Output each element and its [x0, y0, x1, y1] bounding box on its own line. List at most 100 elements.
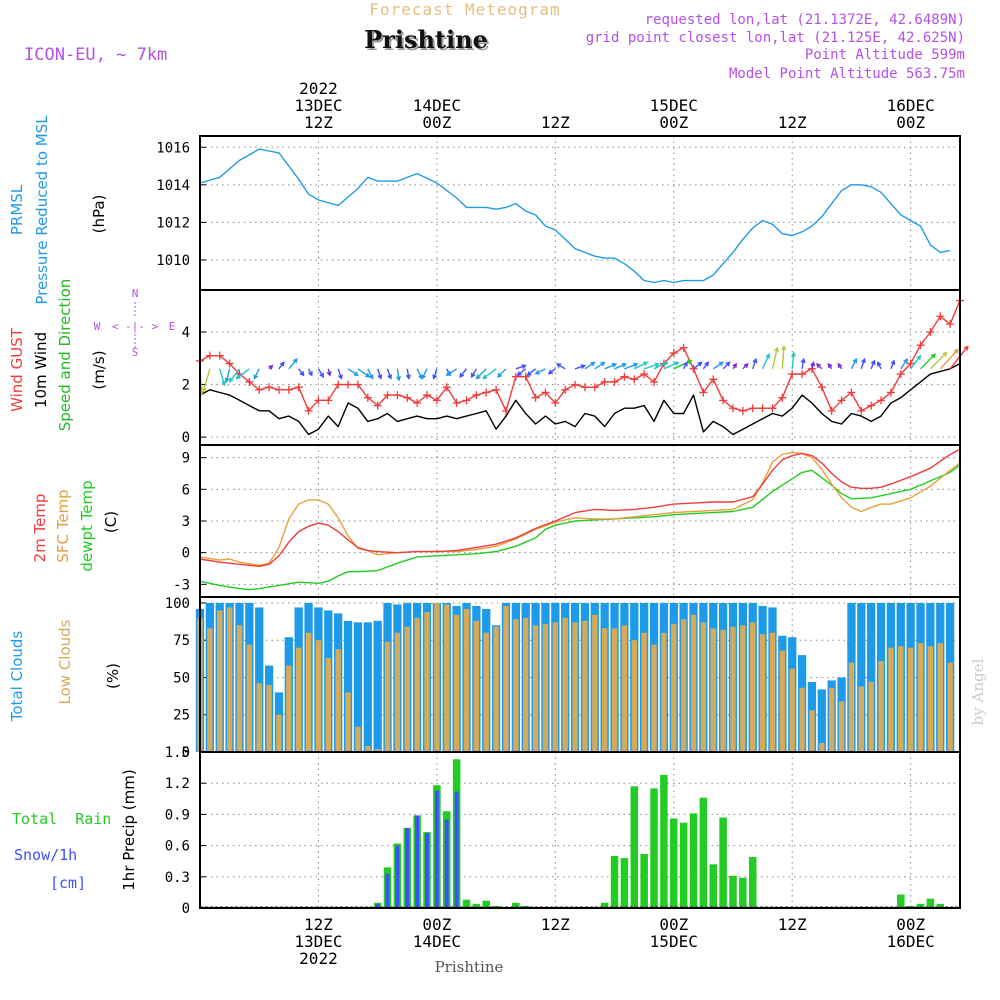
wind-arrow-head: [870, 359, 876, 365]
wind-gust-marker: [442, 383, 451, 392]
low-clouds-bar: [789, 668, 795, 752]
wind-arrow-head: [377, 374, 383, 380]
wind-gust-marker: [896, 370, 905, 379]
wind-arrow-head: [590, 361, 596, 367]
wind-gust-marker: [926, 328, 935, 337]
wind-arrow-shaft: [939, 349, 959, 370]
top-tick-label: 12Z: [304, 113, 333, 132]
wind-arrow-head: [861, 357, 866, 364]
low-clouds-bar: [651, 644, 657, 752]
low-clouds-bar: [779, 650, 786, 752]
wind-arrow-shaft: [497, 368, 507, 378]
pressure-border: [199, 135, 961, 291]
wind-gust-marker: [857, 406, 866, 415]
wind-arrow-head: [725, 361, 731, 367]
snow-bar: [454, 791, 459, 908]
wind-arrow-shaft: [673, 360, 692, 370]
total-clouds-bar: [255, 607, 264, 752]
wind-gust-marker: [758, 404, 767, 413]
low-clouds-bar: [582, 620, 588, 752]
pressure-ytick-label: 1010: [156, 253, 190, 269]
rain-bar: [670, 818, 678, 908]
wind-arrow-head: [201, 387, 207, 393]
pressure-panel: 1010 1012 1014 1016: [156, 135, 961, 291]
wind-dir-label: Speed and Direction: [56, 279, 74, 432]
top-tick-label: 00Z: [896, 113, 925, 132]
cloud-labels: Total Clouds Low Clouds (%): [8, 619, 122, 722]
wind-arrow-head: [963, 345, 969, 351]
low-clouds-bar: [611, 628, 618, 752]
precip-unit: 1hr Precip (mm): [120, 769, 138, 890]
wind-gust-marker: [393, 391, 402, 400]
total-clouds-bar: [817, 689, 826, 752]
low-clouds-bar: [404, 626, 410, 752]
wind-arrow-shaft: [288, 358, 298, 370]
wind-arrow-head: [611, 362, 618, 368]
wind-arrow-head: [459, 372, 465, 378]
wind-arrow-shaft: [633, 361, 648, 370]
wind-arrow-head: [405, 374, 411, 380]
wind-arrow-head: [815, 362, 822, 369]
wind-arrow-head: [697, 361, 703, 367]
bottom-tick-label: 16DEC: [887, 932, 935, 951]
clouds-ytick-label: 0: [182, 745, 190, 761]
temperature-panel: -3 0 3 6 9: [173, 444, 961, 598]
wind-arrow-shaft: [527, 368, 537, 376]
wind-gust-marker: [847, 388, 856, 397]
wind-arrow-shaft: [482, 368, 497, 379]
dewpt-label: dewpt Temp: [78, 480, 96, 571]
wind-gust-marker: [215, 351, 224, 360]
wind-arrow-head: [292, 358, 298, 364]
low-clouds-bar: [671, 623, 677, 752]
low-clouds-bar: [878, 661, 884, 752]
wind-arrow-head: [916, 354, 922, 361]
low-clouds-bar: [868, 681, 874, 752]
compass-s: S: [132, 346, 139, 359]
wind-arrow-head: [743, 362, 749, 369]
clouds-border: [199, 596, 961, 753]
wind-gust-marker: [245, 377, 254, 386]
low-clouds-bar: [710, 628, 716, 752]
wind-gust-marker: [274, 385, 283, 394]
wind-ytick-label: 2: [182, 378, 190, 394]
pressure-series-line: [199, 148, 951, 284]
wind-arrow-shaft: [624, 363, 638, 370]
low-clouds-bar: [473, 620, 480, 752]
wind-gust-marker: [531, 393, 540, 402]
low-clouds-bar: [394, 632, 401, 752]
wind-arrow-shaft: [386, 368, 392, 379]
wind-gust-marker: [314, 396, 323, 405]
rain-bar: [660, 774, 668, 908]
wind-arrow-head: [600, 361, 606, 367]
wind-gust-marker: [284, 385, 293, 394]
bottom-tick-label: 00Z: [896, 915, 925, 934]
low-clouds-bar: [690, 614, 697, 752]
wind-arrow-head: [496, 372, 503, 378]
precip-ytick-label: 0.3: [165, 870, 190, 886]
wind-arrow-shaft: [929, 352, 947, 370]
wind-gust-marker: [383, 391, 392, 400]
clouds-ytick-label: 25: [173, 708, 190, 724]
low-clouds-bar: [414, 617, 420, 752]
wind-arrow-shaft: [367, 368, 374, 379]
wind-gust-marker: [324, 396, 333, 405]
wind-gust-marker: [205, 351, 214, 360]
snow-unit-label: [cm]: [50, 874, 86, 892]
total-clouds-bar: [857, 602, 866, 752]
wind-gust-marker: [511, 372, 520, 381]
model-label: ICON-EU, ~ 7km: [24, 45, 167, 65]
wind-arrow-head: [482, 374, 488, 380]
low-clouds-bar: [838, 701, 845, 752]
bottom-tick-label: 14DEC: [413, 932, 461, 951]
sfc-temp-label: SFC Temp: [54, 489, 72, 562]
sfc-temp-line: [199, 451, 961, 566]
rain-bar: [482, 900, 490, 908]
wind-gust-marker: [728, 404, 737, 413]
temperature-ytick-label: -3: [173, 577, 190, 593]
precip-ytick-label: 0: [182, 901, 190, 917]
clouds-panel: 0 25 50 75 100: [165, 596, 961, 761]
wind-gust-marker: [413, 398, 422, 407]
wind-arrow-head: [837, 362, 843, 369]
low-clouds-bar: [740, 625, 746, 752]
